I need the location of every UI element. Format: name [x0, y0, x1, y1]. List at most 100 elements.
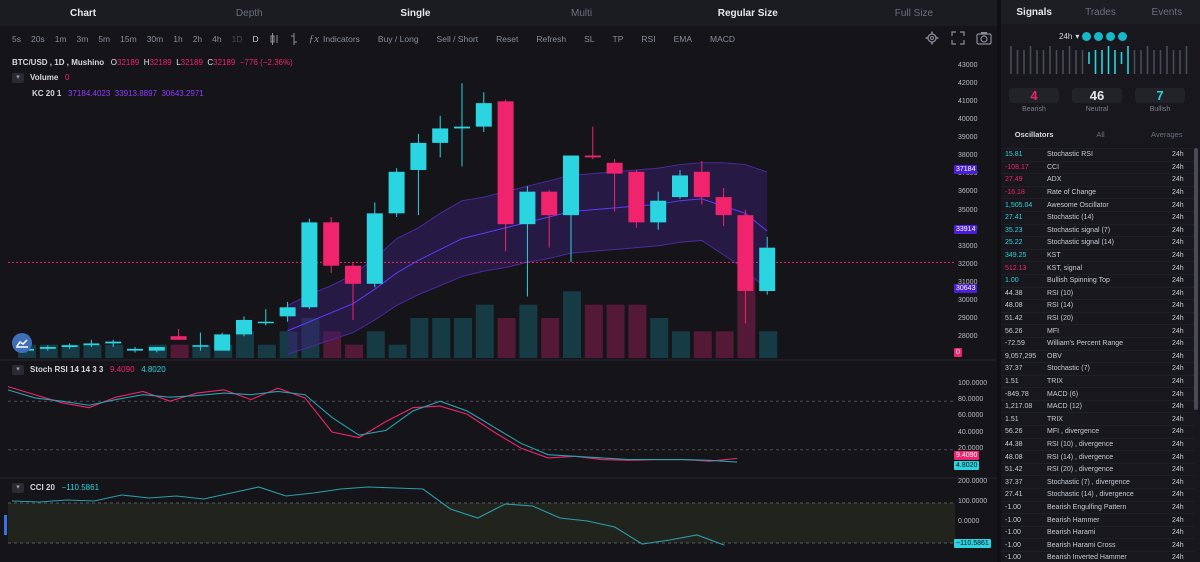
signal-row[interactable]: 37.37 Stochastic (7) , divergence 24h — [1001, 475, 1194, 488]
signal-row[interactable]: -849.78 MACD (6) 24h — [1001, 387, 1194, 400]
fx-icon[interactable]: ƒx — [308, 33, 320, 45]
signal-row[interactable]: 56.26 MFI , divergence 24h — [1001, 425, 1194, 438]
signal-timeframe: 24h — [1172, 226, 1184, 234]
timeframe-select[interactable]: 24h ▾ — [1059, 32, 1128, 41]
signal-row[interactable]: 44.38 RSI (10) 24h — [1001, 286, 1194, 300]
cloud-icon[interactable] — [12, 333, 32, 353]
sell-short-button[interactable]: Sell / Short — [436, 34, 479, 44]
sl-button[interactable]: SL — [584, 34, 595, 44]
signal-row[interactable]: 27.49 ADX 24h — [1001, 173, 1194, 186]
signal-row[interactable]: 56.26 MFI 24h — [1001, 324, 1194, 337]
settings-icon[interactable] — [925, 31, 939, 45]
signal-row[interactable]: 27.41 Stochastic (14) 24h — [1001, 210, 1194, 224]
tab-depth[interactable]: Depth — [235, 7, 263, 19]
ema-button[interactable]: EMA — [673, 34, 692, 44]
signal-row[interactable]: 51.42 RSI (20) 24h — [1001, 311, 1194, 325]
macd-button[interactable]: MACD — [709, 34, 736, 44]
signal-row[interactable]: -1.00 Bearish Engulfing Pattern 24h — [1001, 500, 1194, 514]
signal-row[interactable]: -1.00 Bearish Inverted Hammer 24h — [1001, 551, 1194, 562]
tab-trades[interactable]: Trades — [1085, 6, 1116, 18]
signal-name: Bearish Hammer — [1047, 516, 1100, 524]
signal-row[interactable]: -72.59 William's Percent Range 24h — [1001, 336, 1194, 350]
tab-single[interactable]: Single — [400, 7, 431, 19]
interval-1d[interactable]: 1D — [231, 34, 243, 44]
timeframe-dot-2[interactable] — [1094, 32, 1104, 41]
signal-row[interactable]: 1,505.04 Awesome Oscillator 24h — [1001, 198, 1194, 211]
volume-bar — [39, 344, 58, 358]
low-value: 32189 — [180, 58, 203, 67]
gauge-ticks — [1010, 46, 1188, 74]
subtab-all[interactable]: All — [1096, 130, 1105, 139]
expand-icon[interactable] — [951, 31, 965, 45]
signal-list-scrollbar[interactable] — [1194, 148, 1198, 410]
camera-icon[interactable] — [976, 31, 992, 45]
signal-row[interactable]: 1,217.08 MACD (12) 24h — [1001, 399, 1194, 413]
reset-button[interactable]: Reset — [496, 34, 519, 44]
interval-15m[interactable]: 15m — [120, 34, 137, 44]
signal-row[interactable]: -1.00 Bearish Harami 24h — [1001, 525, 1194, 539]
price-axis-label: 43000 — [958, 62, 978, 69]
tab-events[interactable]: Events — [1151, 6, 1183, 18]
signal-row[interactable]: -108.17 CCI 24h — [1001, 160, 1194, 174]
signal-row[interactable]: -1.00 Bearish Harami Cross 24h — [1001, 538, 1194, 551]
signal-row[interactable]: 1.51 TRIX 24h — [1001, 412, 1194, 425]
signal-row[interactable]: 48.08 RSI (14) , divergence 24h — [1001, 450, 1194, 463]
signal-row[interactable]: 35.23 Stochastic signal (7) 24h — [1001, 223, 1194, 237]
bar-icon[interactable] — [289, 33, 299, 45]
interval-30m[interactable]: 30m — [146, 34, 164, 44]
signal-row[interactable]: 27.41 Stochastic (14) , divergence 24h — [1001, 488, 1194, 501]
signal-value: -16.18 — [1005, 189, 1025, 197]
signal-row[interactable]: 512.13 KST, signal 24h — [1001, 261, 1194, 274]
indicators-button[interactable]: Indicators — [323, 34, 360, 44]
timeframe-dot-4[interactable] — [1118, 32, 1128, 41]
subtab-oscillators[interactable]: Oscillators — [1014, 130, 1054, 139]
signal-row[interactable]: 51.42 RSI (20) , divergence 24h — [1001, 462, 1194, 476]
interval-5m[interactable]: 5m — [98, 34, 111, 44]
interval-2h[interactable]: 2h — [192, 34, 203, 44]
interval-20s[interactable]: 20s — [30, 34, 45, 44]
signal-row[interactable]: 37.37 Stochastic (7) 24h — [1001, 362, 1194, 375]
rsi-button[interactable]: RSI — [641, 34, 656, 44]
signal-row[interactable]: 15.81 Stochastic RSI 24h — [1001, 148, 1194, 161]
tab-regular-size[interactable]: Regular Size — [717, 7, 778, 19]
tab-signals[interactable]: Signals — [1016, 6, 1052, 18]
signal-row[interactable]: 1.51 TRIX 24h — [1001, 374, 1194, 388]
tp-button[interactable]: TP — [612, 34, 624, 44]
signal-row[interactable]: 9,057,295 OBV 24h — [1001, 349, 1194, 363]
timeframe-dot-3[interactable] — [1106, 32, 1116, 41]
signal-value: 27.49 — [1005, 176, 1023, 184]
refresh-button[interactable]: Refresh — [536, 34, 567, 44]
volume-label: Volume — [30, 73, 59, 83]
volume-tag: 0 — [954, 348, 962, 357]
interval-d[interactable]: D — [252, 34, 259, 44]
tab-chart[interactable]: Chart — [70, 7, 97, 19]
interval-3m[interactable]: 3m — [76, 34, 89, 44]
signal-row[interactable]: -1.00 Bearish Hammer 24h — [1001, 513, 1194, 526]
interval-1m[interactable]: 1m — [54, 34, 67, 44]
signal-row[interactable]: 25.22 Stochastic signal (14) 24h — [1001, 236, 1194, 249]
interval-1h[interactable]: 1h — [173, 34, 183, 44]
collapse-stoch-button[interactable]: ▾ — [12, 365, 24, 375]
interval-4h[interactable]: 4h — [212, 34, 222, 44]
interval-5s[interactable]: 5s — [12, 34, 21, 44]
tab-multi[interactable]: Multi — [571, 7, 593, 19]
signal-timeframe: 24h — [1172, 277, 1184, 285]
signal-row[interactable]: -16.18 Rate of Change 24h — [1001, 185, 1194, 199]
price-chart[interactable] — [0, 52, 997, 562]
buy-long-button[interactable]: Buy / Long — [377, 34, 419, 44]
timeframe-dot-1[interactable] — [1082, 32, 1092, 41]
subtab-averages[interactable]: Averages — [1151, 130, 1183, 139]
candle-body — [541, 191, 558, 216]
tab-full-size[interactable]: Full Size — [894, 7, 934, 19]
collapse-volume-button[interactable]: ▾ — [12, 73, 24, 83]
volume-bar — [519, 304, 538, 358]
candle-icon[interactable] — [269, 33, 279, 45]
signal-timeframe: 24h — [1172, 239, 1184, 247]
collapse-cci-button[interactable]: ▾ — [12, 483, 24, 493]
signal-timeframe: 24h — [1172, 440, 1184, 448]
signal-row[interactable]: 349.25 KST 24h — [1001, 248, 1194, 262]
signal-row[interactable]: 1.00 Bullish Spinning Top 24h — [1001, 273, 1194, 287]
signal-row[interactable]: 48.08 RSI (14) 24h — [1001, 299, 1194, 312]
signal-row[interactable]: 44.38 RSI (10) , divergence 24h — [1001, 437, 1194, 451]
candle-body — [105, 341, 122, 344]
